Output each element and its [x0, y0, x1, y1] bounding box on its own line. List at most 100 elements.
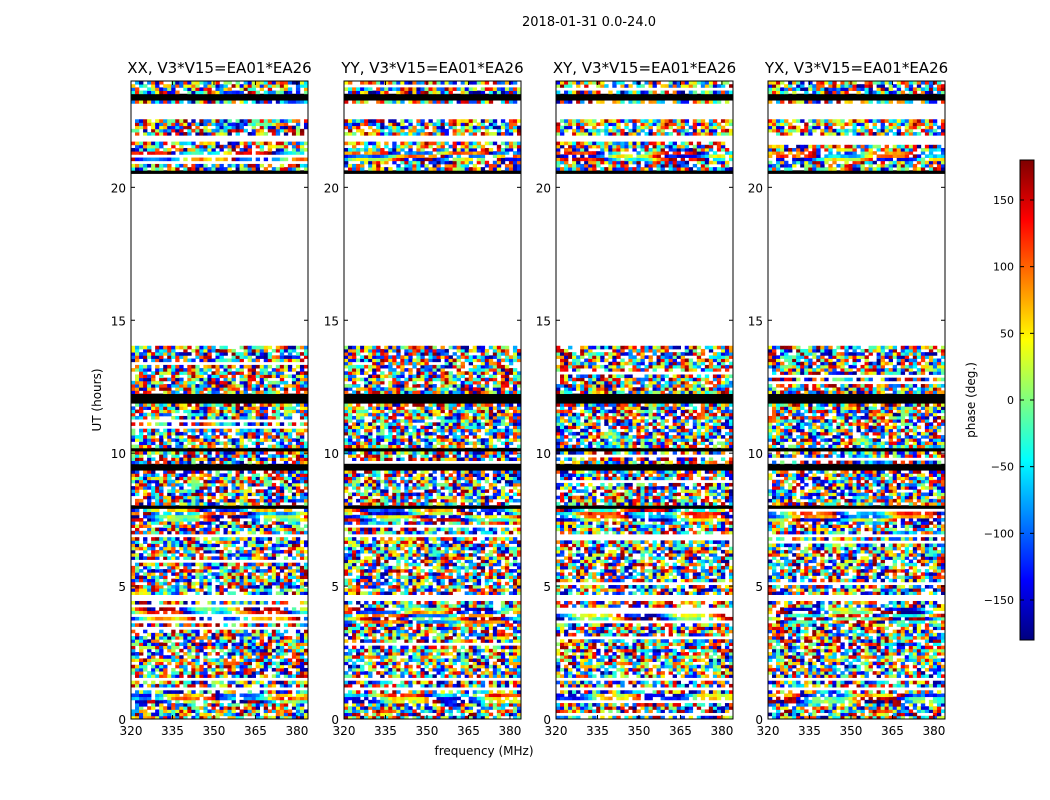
heatmap-cell [159, 348, 164, 353]
heatmap-cell [352, 699, 357, 704]
heatmap-cell [291, 546, 297, 551]
heatmap-cell [456, 683, 461, 688]
heatmap-cell [259, 151, 265, 155]
heatmap-cell [303, 674, 309, 678]
heatmap-cell [191, 460, 196, 465]
heatmap-cell [207, 403, 212, 407]
heatmap-cell [420, 648, 425, 653]
heatmap-cell [243, 122, 248, 127]
heatmap-cell [267, 709, 273, 714]
heatmap-cell [263, 387, 269, 391]
heatmap-cell [239, 527, 244, 532]
heatmap-cell [271, 84, 277, 88]
heatmap-cell [179, 406, 184, 410]
heatmap-cell [267, 431, 273, 436]
heatmap-cell [231, 364, 236, 369]
heatmap-cell [175, 355, 180, 359]
heatmap-cell [436, 709, 441, 714]
heatmap-cell [247, 693, 252, 698]
heatmap-cell [147, 355, 152, 359]
heatmap-cell [147, 514, 152, 519]
heatmap-cell [131, 457, 136, 462]
heatmap-cell [420, 636, 425, 640]
heatmap-cell [159, 87, 164, 91]
heatmap-cell [388, 712, 393, 717]
heatmap-cell [139, 122, 144, 127]
heatmap-cell [203, 502, 208, 506]
heatmap-cell [211, 648, 216, 653]
heatmap-cell [299, 712, 305, 717]
heatmap-cell [139, 479, 144, 484]
heatmap-cell [299, 151, 305, 155]
heatmap-cell [223, 600, 228, 605]
heatmap-cell [267, 371, 273, 375]
heatmap-cell [255, 355, 261, 359]
heatmap-cell [279, 699, 285, 704]
heatmap-cell [179, 658, 184, 662]
heatmap-cell [131, 384, 136, 388]
heatmap-cell [211, 693, 216, 698]
heatmap-cell [291, 715, 297, 720]
heatmap-cell [215, 680, 220, 685]
heatmap-cell [432, 709, 437, 714]
heatmap-cell [235, 387, 240, 391]
heatmap-cell [275, 364, 281, 369]
heatmap-cell [243, 151, 248, 155]
heatmap-cell [211, 151, 216, 155]
heatmap-cell [219, 125, 224, 130]
heatmap-cell [167, 428, 172, 433]
heatmap-cell [203, 428, 208, 433]
heatmap-cell [404, 632, 409, 637]
heatmap-cell [295, 674, 301, 678]
heatmap-cell [279, 489, 285, 493]
heatmap-cell [179, 352, 184, 356]
heatmap-cell [191, 674, 196, 678]
heatmap-cell [279, 616, 285, 621]
heatmap-cell [279, 671, 285, 675]
heatmap-cell [251, 390, 256, 395]
heatmap-cell [291, 81, 297, 85]
heatmap-cell [207, 122, 212, 127]
heatmap-cell [303, 390, 309, 395]
heatmap-cell [183, 438, 188, 442]
heatmap-cell [287, 470, 293, 474]
heatmap-cell [243, 674, 248, 678]
heatmap-cell [267, 374, 273, 379]
heatmap-cell [231, 495, 236, 500]
heatmap-cell [155, 588, 160, 592]
heatmap-cell [207, 508, 212, 513]
heatmap-cell [143, 473, 148, 477]
heatmap-cell [271, 514, 277, 519]
heatmap-cell [504, 664, 510, 669]
heatmap-cell [195, 438, 200, 442]
heatmap-cell [247, 371, 252, 375]
heatmap-cell [303, 648, 309, 653]
heatmap-cell [147, 645, 152, 650]
heatmap-cell [259, 591, 265, 595]
heatmap-cell [163, 537, 168, 541]
heatmap-cell [275, 680, 281, 685]
heatmap-cell [223, 530, 228, 535]
heatmap-cell [303, 600, 309, 605]
heatmap-cell [299, 680, 305, 685]
heatmap-cell [167, 600, 172, 605]
heatmap-cell [376, 709, 381, 714]
heatmap-cell [159, 457, 164, 462]
heatmap-cell [271, 661, 277, 666]
heatmap-cell [215, 352, 220, 356]
heatmap-cell [388, 671, 393, 675]
heatmap-cell [263, 371, 269, 375]
heatmap-cell [299, 693, 305, 698]
heatmap-cell [239, 141, 244, 146]
heatmap-cell [263, 530, 269, 535]
heatmap-cell [452, 658, 457, 662]
heatmap-cell [496, 696, 502, 701]
heatmap-cell [159, 680, 164, 685]
heatmap-cell [179, 508, 184, 513]
heatmap-cell [424, 680, 429, 685]
heatmap-cell [215, 508, 220, 513]
heatmap-cell [187, 84, 192, 88]
heatmap-cell [247, 639, 252, 643]
heatmap-cell [516, 674, 522, 678]
heatmap-cell [167, 403, 172, 407]
